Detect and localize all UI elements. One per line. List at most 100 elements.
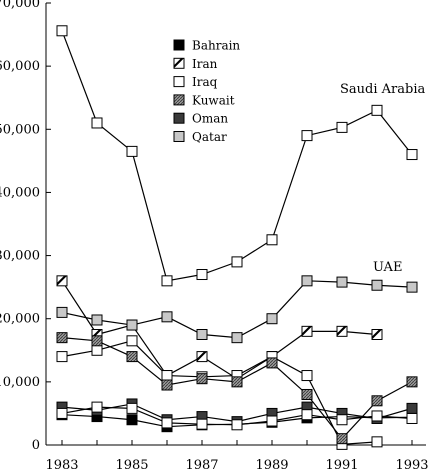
data-point (126, 351, 138, 363)
legend-label: Qatar (192, 130, 227, 144)
series-line (61, 280, 378, 380)
data-point (126, 145, 138, 157)
data-point (161, 417, 173, 429)
data-point (91, 344, 103, 356)
data-point (126, 335, 138, 347)
data-point (301, 370, 313, 382)
data-point (336, 433, 348, 445)
data-point (126, 414, 138, 426)
data-point (266, 234, 278, 246)
data-point (231, 332, 243, 344)
data-point (231, 256, 243, 268)
data-point (91, 117, 103, 129)
data-point (56, 25, 68, 37)
y-tick-label: 0 (32, 438, 40, 453)
legend-label: Iran (192, 57, 218, 71)
data-point (301, 409, 313, 421)
data-point (196, 351, 208, 363)
data-point (91, 335, 103, 347)
legend-swatch (173, 39, 185, 51)
legend-item-bahrain: Bahrain (173, 39, 240, 53)
annotation-saudi-arabia: Saudi Arabia (340, 82, 425, 97)
series-saudi-arabia (56, 25, 418, 287)
data-point (56, 407, 68, 419)
legend-label: Oman (192, 112, 228, 126)
series-layer (56, 25, 418, 450)
data-point (301, 130, 313, 142)
x-tick-label: 1983 (45, 458, 78, 473)
data-point (196, 269, 208, 281)
y-tick-label: 40,000 (0, 185, 40, 200)
x-tick-label: 1985 (115, 458, 148, 473)
data-point (336, 414, 348, 426)
data-point (301, 275, 313, 287)
data-point (91, 401, 103, 413)
data-point (161, 379, 173, 391)
data-point (56, 332, 68, 344)
data-point (406, 376, 418, 388)
legend-item-iran: Iran (173, 57, 218, 71)
data-point (161, 275, 173, 287)
data-point (371, 410, 383, 422)
y-tick-label: 70,000 (0, 0, 40, 11)
legend-swatch (173, 57, 185, 69)
legend-item-kuwait: Kuwait (173, 93, 235, 107)
data-point (266, 357, 278, 369)
data-point (266, 313, 278, 325)
legend-item-oman: Oman (173, 112, 228, 126)
data-point (126, 319, 138, 331)
data-point (301, 325, 313, 337)
data-point (266, 415, 278, 427)
legend-item-iraq: Iraq (173, 75, 218, 89)
y-tick-label: 20,000 (0, 312, 40, 327)
data-point (231, 419, 243, 431)
data-point (336, 325, 348, 337)
series-line (61, 280, 413, 339)
data-point (56, 275, 68, 287)
data-point (196, 329, 208, 340)
y-tick-label: 50,000 (0, 122, 40, 137)
legend-swatch (173, 131, 185, 142)
series-iraq (56, 335, 383, 450)
data-point (371, 436, 383, 448)
data-point (406, 412, 418, 424)
legend-label: Bahrain (192, 39, 240, 53)
legend-swatch (173, 76, 185, 88)
series-line (61, 30, 413, 282)
data-point (371, 329, 383, 340)
legend-label: Kuwait (192, 93, 235, 107)
data-point (406, 149, 418, 161)
data-point (371, 395, 383, 407)
data-point (196, 418, 208, 430)
legend-swatch (173, 94, 185, 106)
annotation-uae: UAE (373, 260, 402, 275)
series-qatar (56, 275, 418, 344)
y-axis-ticks: 0 10,000 20,000 30,000 40,000 50,000 60,000 70,… (0, 0, 51, 453)
legend: Bahrain Iran Iraq Kuwait Oman Qatar (173, 39, 240, 144)
x-tick-label: 1987 (185, 458, 218, 473)
legend-swatch (173, 112, 185, 124)
x-tick-label: 1993 (395, 458, 428, 473)
legend-label: Iraq (192, 75, 218, 89)
data-point (56, 306, 68, 318)
data-point (231, 376, 243, 388)
data-point (161, 370, 173, 382)
series-kuwait (56, 332, 418, 445)
data-point (336, 276, 348, 288)
data-point (336, 121, 348, 133)
y-tick-label: 60,000 (0, 59, 40, 74)
data-point (301, 388, 313, 400)
x-axis-ticks: 1983 1985 1987 1989 1991 1993 (45, 440, 429, 473)
series-iran (56, 275, 383, 385)
data-point (126, 402, 138, 414)
data-point (196, 373, 208, 385)
data-point (56, 351, 68, 363)
data-point (406, 402, 418, 414)
x-tick-label: 1989 (255, 458, 288, 473)
series-uae (56, 401, 418, 431)
series-line (61, 340, 378, 445)
x-tick-label: 1991 (325, 458, 358, 473)
y-tick-label: 10,000 (0, 375, 40, 390)
